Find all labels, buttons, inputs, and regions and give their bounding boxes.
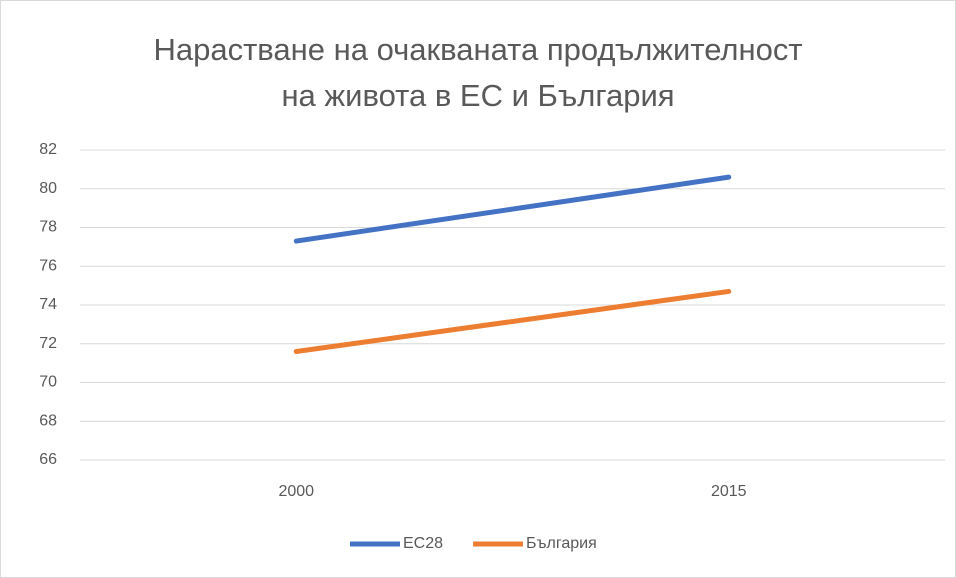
y-tick-label: 80 — [39, 180, 57, 197]
series-line — [293, 174, 732, 244]
series-line — [293, 288, 732, 354]
y-tick-label: 82 — [39, 141, 57, 158]
y-tick-label: 68 — [39, 412, 57, 429]
y-tick-label: 72 — [39, 335, 57, 352]
y-tick-label: 78 — [39, 219, 57, 236]
chart-title: на живота в ЕС и България — [281, 78, 674, 113]
legend-label: България — [526, 535, 597, 552]
legend-label: ЕС28 — [403, 535, 443, 552]
y-tick-label: 76 — [39, 257, 57, 274]
y-tick-label: 70 — [39, 374, 57, 391]
x-tick-label: 2000 — [278, 483, 314, 500]
y-tick-label: 66 — [39, 451, 57, 468]
y-tick-label: 74 — [39, 296, 57, 313]
x-tick-label: 2015 — [711, 483, 747, 500]
chart-title: Нарастване на очакваната продължителност — [153, 32, 802, 67]
